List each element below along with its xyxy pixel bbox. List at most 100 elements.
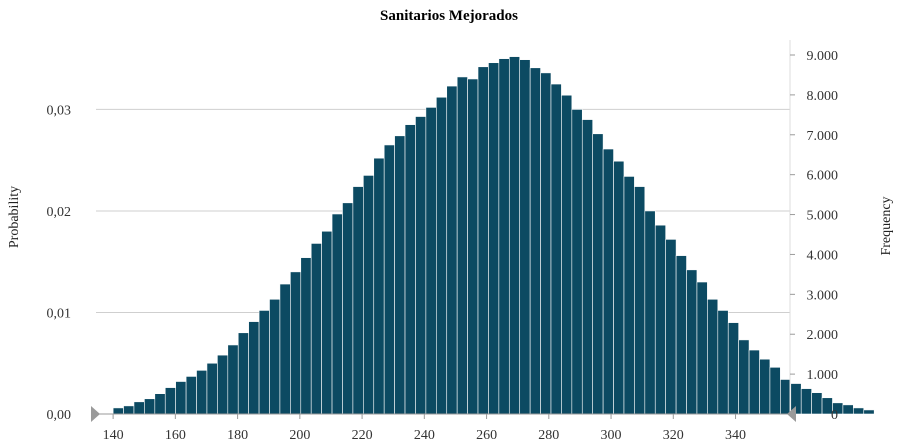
histogram-bar bbox=[112, 407, 124, 415]
histogram-bar bbox=[634, 186, 646, 415]
histogram-bar bbox=[581, 119, 593, 415]
x-tick-label: 180 bbox=[227, 428, 248, 443]
histogram-bar bbox=[363, 175, 375, 415]
histogram-bar bbox=[175, 381, 187, 415]
histogram-bar bbox=[769, 366, 781, 415]
histogram-bar bbox=[686, 269, 698, 415]
x-tick-label: 300 bbox=[601, 428, 622, 443]
x-tick-label: 160 bbox=[165, 428, 186, 443]
left-range-handle[interactable] bbox=[91, 406, 100, 422]
histogram-bar bbox=[748, 349, 760, 415]
histogram-bar bbox=[780, 379, 792, 415]
histogram-bar bbox=[300, 257, 312, 415]
histogram-bar bbox=[707, 298, 719, 415]
histogram-bar bbox=[571, 109, 583, 415]
y2-tick-label: 3.000 bbox=[807, 288, 839, 303]
x-tick-label: 140 bbox=[103, 428, 124, 443]
histogram-bar bbox=[467, 78, 479, 415]
y-tick-label: 0,01 bbox=[47, 306, 72, 321]
histogram-bar bbox=[164, 387, 176, 415]
histogram-bar bbox=[415, 116, 427, 415]
y-axis-label: Probability bbox=[7, 186, 22, 248]
histogram-bar bbox=[561, 94, 573, 415]
y2-axis-label: Frequency bbox=[879, 196, 894, 255]
bars-group bbox=[112, 56, 875, 415]
x-tick-label: 340 bbox=[725, 428, 746, 443]
histogram-bar bbox=[206, 362, 218, 415]
histogram-bar bbox=[654, 224, 666, 415]
y-ticks-left: 0,00 0,01 0,02 0,03 bbox=[47, 103, 72, 423]
histogram-bar bbox=[613, 160, 625, 415]
x-tick-label: 200 bbox=[289, 428, 310, 443]
histogram-bar bbox=[404, 124, 416, 415]
histogram-bar bbox=[550, 83, 562, 415]
x-tick-label: 280 bbox=[538, 428, 559, 443]
histogram-bar bbox=[811, 392, 823, 415]
y2-tick-label: 5.000 bbox=[807, 209, 839, 224]
histogram-bar bbox=[446, 85, 458, 415]
histogram-bar bbox=[696, 281, 708, 415]
y2-tick-label: 1.000 bbox=[807, 368, 839, 383]
histogram-bar bbox=[227, 344, 239, 415]
histogram-bar bbox=[237, 332, 249, 415]
y2-tick-label: 4.000 bbox=[807, 248, 839, 263]
histogram-bar bbox=[310, 243, 322, 415]
histogram-bar bbox=[373, 157, 385, 415]
histogram-bar bbox=[508, 56, 521, 415]
histogram-bar bbox=[383, 144, 395, 415]
histogram-bar bbox=[331, 213, 343, 415]
chart-title: Sanitarios Mejorados bbox=[380, 8, 518, 24]
histogram-bar bbox=[519, 59, 531, 415]
y2-tick-label: 8.000 bbox=[807, 89, 839, 104]
histogram-bar bbox=[488, 62, 500, 415]
histogram-bar bbox=[644, 210, 656, 415]
histogram-bar bbox=[498, 58, 510, 415]
x-ticks: 140 160 180 200 220 240 260 280 300 320 340 bbox=[103, 414, 746, 443]
histogram-bar bbox=[269, 298, 281, 415]
histogram-bar bbox=[352, 186, 364, 415]
histogram-bar bbox=[425, 107, 437, 415]
histogram-bar bbox=[436, 96, 448, 415]
histogram-bar bbox=[185, 376, 197, 415]
histogram-bar bbox=[123, 405, 135, 415]
y-tick-label: 0,02 bbox=[47, 205, 72, 220]
histogram-bar bbox=[394, 135, 406, 415]
y-tick-label: 0,03 bbox=[47, 103, 72, 118]
histogram-bar bbox=[321, 230, 333, 415]
y2-tick-label: 6.000 bbox=[807, 169, 839, 184]
y-ticks-right: 0 1.000 2.000 3.000 4.000 5.000 6.000 7.000 8.00… bbox=[790, 49, 838, 423]
y2-tick-label: 0 bbox=[831, 408, 838, 423]
right-range-handle[interactable] bbox=[787, 406, 796, 422]
histogram-bar bbox=[738, 339, 750, 415]
histogram-bar bbox=[279, 283, 291, 415]
histogram-bar bbox=[727, 322, 739, 415]
histogram-bar bbox=[477, 66, 489, 415]
histogram-bar bbox=[800, 388, 812, 415]
y2-tick-label: 2.000 bbox=[807, 328, 839, 343]
histogram-bar bbox=[456, 76, 468, 415]
histogram-bar bbox=[529, 67, 541, 415]
y-tick-label: 0,00 bbox=[47, 408, 72, 423]
histogram-bar bbox=[248, 321, 260, 415]
histogram-bar bbox=[592, 133, 604, 415]
x-tick-label: 320 bbox=[663, 428, 684, 443]
histogram-bar bbox=[759, 358, 771, 415]
histogram-bar bbox=[290, 271, 302, 415]
histogram-bar bbox=[675, 255, 687, 415]
x-tick-label: 240 bbox=[414, 428, 435, 443]
histogram-bar bbox=[863, 409, 875, 415]
histogram-bar bbox=[133, 401, 145, 415]
y2-tick-label: 7.000 bbox=[807, 129, 839, 144]
histogram-bar bbox=[842, 404, 854, 415]
histogram-bar bbox=[144, 398, 156, 415]
x-tick-label: 220 bbox=[352, 428, 373, 443]
y2-tick-label: 9.000 bbox=[807, 49, 839, 64]
histogram-bar bbox=[154, 393, 166, 415]
histogram-bar bbox=[196, 370, 208, 415]
histogram-bar bbox=[342, 202, 354, 415]
histogram-bar bbox=[602, 148, 614, 415]
histogram-bar bbox=[665, 239, 677, 415]
histogram-bar bbox=[540, 72, 552, 415]
histogram-bar bbox=[717, 310, 729, 415]
